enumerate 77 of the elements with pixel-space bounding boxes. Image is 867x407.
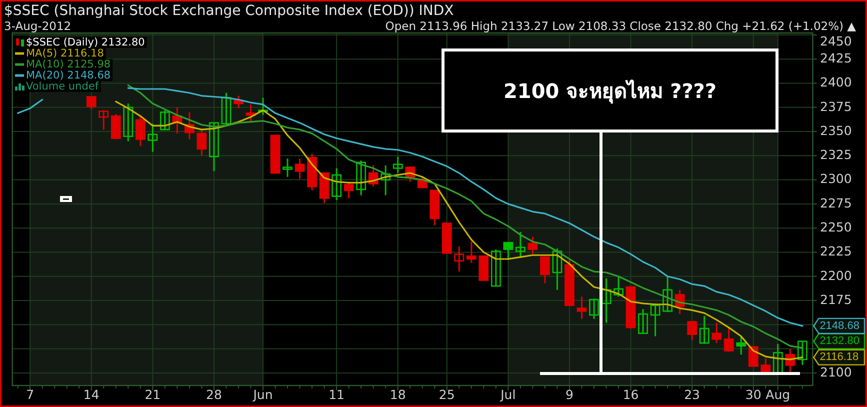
candlestick — [258, 96, 268, 116]
candlestick — [662, 276, 672, 313]
legend-label: MA(10) 2125.98 — [26, 58, 111, 70]
candlestick — [503, 242, 514, 261]
x-tick-label: Aug — [766, 387, 790, 402]
text: Open 2113.96 High 2133.27 Low 2108.33 Close 2132.80 Chg +21.62 (+1.02%) ▲ — [385, 19, 856, 33]
candlestick — [614, 276, 624, 298]
y-tick-label: 2275 — [820, 195, 852, 210]
x-tick-label: Jul — [500, 387, 516, 402]
y-tick-label: 2225 — [820, 244, 852, 259]
candlestick — [650, 302, 660, 337]
data-label: 2116.18 — [820, 351, 859, 364]
candlestick — [712, 322, 722, 344]
y-tick-label: 2425 — [820, 50, 852, 66]
x-tick-label: 14 — [83, 387, 100, 402]
candlestick — [454, 246, 464, 272]
y-tick-label: 2450 — [820, 33, 852, 48]
candlestick — [135, 115, 146, 147]
x-tick-label: 30 — [745, 387, 762, 402]
candlestick — [282, 158, 292, 178]
candlestick — [123, 102, 134, 142]
candlestick — [638, 308, 648, 334]
candlestick — [552, 248, 562, 291]
x-tick-label: 25 — [438, 387, 455, 402]
y-tick-label: 2375 — [820, 98, 852, 114]
candlestick — [528, 236, 538, 255]
candlestick — [466, 240, 476, 264]
candlestick — [380, 164, 391, 196]
chart-subtitle: 3-Aug-2012 — [4, 19, 72, 33]
candlestick — [98, 110, 109, 130]
annotation: 2100 จะหยุดไหม ???? — [504, 79, 716, 104]
candlestick — [110, 113, 121, 140]
x-tick-label: 23 — [684, 387, 700, 402]
candlestick — [687, 321, 698, 341]
candlestick — [589, 298, 599, 320]
candlestick — [209, 122, 219, 172]
y-tick-label: 2175 — [820, 292, 852, 307]
chart-title: $SSEC (Shanghai Stock Exchange Composite Index (EOD)) INDX — [4, 3, 454, 19]
legend-label: MA(20) 2148.68 — [26, 69, 111, 82]
x-tick-label: 9 — [566, 387, 574, 402]
candlestick — [515, 231, 526, 259]
x-tick-label: 21 — [144, 387, 161, 402]
y-tick-label: 2100 — [820, 364, 852, 380]
candlestick — [797, 340, 808, 366]
candlestick — [724, 326, 734, 352]
candlestick — [344, 180, 354, 199]
y-tick-label: 2325 — [820, 147, 852, 162]
candlestick — [86, 96, 96, 110]
legend-label: $SSEC (Daily) 2132.80 — [26, 36, 145, 48]
x-tick-label: 16 — [622, 387, 639, 402]
candlestick — [699, 315, 710, 345]
candlestick — [148, 123, 158, 153]
y-tick-label: 2200 — [820, 268, 852, 283]
candlestick — [736, 335, 746, 356]
candlestick — [576, 296, 587, 320]
candlestick — [356, 160, 366, 196]
candlestick — [490, 248, 501, 287]
y-tick-label: 2250 — [820, 220, 852, 235]
candlestick — [160, 110, 170, 130]
candlestick — [221, 92, 232, 126]
data-label: 2148.68 — [820, 320, 860, 332]
candlestick — [392, 156, 403, 174]
candlestick — [196, 130, 207, 156]
x-tick-label: 28 — [206, 387, 222, 402]
x-tick-label: Jun — [252, 387, 273, 402]
text: 2132.80 — [820, 335, 860, 348]
candlestick — [294, 158, 305, 180]
y-tick-label: 2300 — [820, 171, 852, 186]
legend-label: Volume undef — [26, 80, 99, 92]
y-tick-label: 2400 — [820, 74, 852, 90]
x-tick-label: 7 — [26, 387, 34, 402]
legend-label: MA(5) 2116.18 — [26, 47, 104, 60]
candlestick — [540, 256, 550, 284]
y-tick-label: 2350 — [820, 122, 852, 138]
candlestick — [332, 167, 342, 201]
x-tick-label: 11 — [328, 387, 345, 402]
x-tick-label: 18 — [390, 387, 406, 402]
